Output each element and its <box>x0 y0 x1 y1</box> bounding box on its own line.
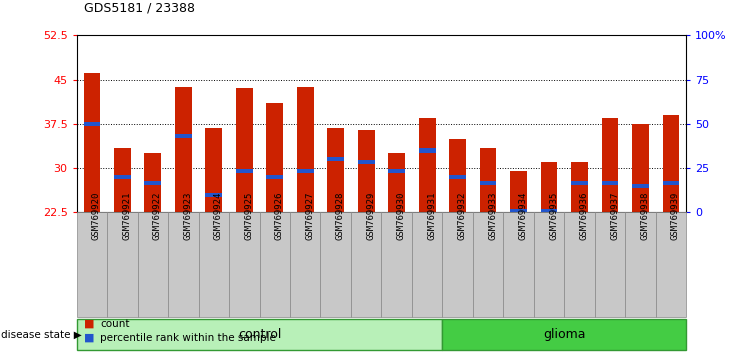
Bar <box>83 73 100 212</box>
Bar <box>175 87 192 212</box>
Bar <box>351 212 381 317</box>
Bar <box>388 169 405 173</box>
Text: GDS5181 / 23388: GDS5181 / 23388 <box>84 1 195 14</box>
Bar <box>480 148 496 212</box>
Bar <box>571 181 588 185</box>
Text: GSM769933: GSM769933 <box>488 192 497 240</box>
Bar <box>571 162 588 212</box>
Bar <box>137 212 168 317</box>
Bar <box>175 133 192 138</box>
Bar <box>449 139 466 212</box>
Bar <box>503 212 534 317</box>
Bar <box>510 171 527 212</box>
Bar <box>145 153 161 212</box>
Bar <box>114 148 131 212</box>
Bar <box>663 181 680 185</box>
Bar <box>625 212 656 317</box>
Bar <box>358 160 374 164</box>
Bar <box>297 87 314 212</box>
Bar <box>419 148 436 153</box>
Text: GSM769922: GSM769922 <box>153 192 162 240</box>
Bar <box>442 319 686 350</box>
Text: GSM769923: GSM769923 <box>183 192 192 240</box>
Bar <box>205 128 222 212</box>
Bar <box>602 181 618 185</box>
Bar <box>83 122 100 126</box>
Text: ■: ■ <box>84 319 94 329</box>
Bar <box>260 212 290 317</box>
Bar <box>266 103 283 212</box>
Text: GSM769938: GSM769938 <box>640 192 650 240</box>
Text: GSM769937: GSM769937 <box>610 192 619 240</box>
Bar <box>358 130 374 212</box>
Text: GSM769934: GSM769934 <box>518 192 528 240</box>
Bar <box>602 118 618 212</box>
Bar <box>632 184 649 188</box>
Bar <box>595 212 625 317</box>
Bar <box>473 212 504 317</box>
Bar <box>510 209 527 213</box>
Bar <box>77 319 442 350</box>
Bar <box>297 169 314 173</box>
Bar <box>145 181 161 185</box>
Bar <box>534 212 564 317</box>
Text: GSM769928: GSM769928 <box>336 192 345 240</box>
Bar <box>236 169 253 173</box>
Bar <box>412 212 442 317</box>
Bar <box>632 124 649 212</box>
Text: GSM769935: GSM769935 <box>549 192 558 240</box>
Text: GSM769920: GSM769920 <box>92 192 101 240</box>
Bar <box>663 115 680 212</box>
Bar <box>449 175 466 179</box>
Text: ■: ■ <box>84 333 94 343</box>
Bar <box>656 212 686 317</box>
Bar <box>266 175 283 179</box>
Bar <box>564 212 595 317</box>
Text: count: count <box>100 319 129 329</box>
Bar <box>388 153 405 212</box>
Text: GSM769925: GSM769925 <box>245 192 253 240</box>
Text: GSM769930: GSM769930 <box>396 192 406 240</box>
Bar <box>320 212 351 317</box>
Bar <box>236 88 253 212</box>
Text: control: control <box>238 328 281 341</box>
Bar <box>205 193 222 197</box>
Bar <box>114 175 131 179</box>
Bar <box>541 209 558 213</box>
Bar <box>541 162 558 212</box>
Bar <box>199 212 229 317</box>
Bar <box>77 212 107 317</box>
Bar <box>327 157 344 161</box>
Text: GSM769929: GSM769929 <box>366 192 375 240</box>
Text: GSM769931: GSM769931 <box>427 192 436 240</box>
Bar <box>419 118 436 212</box>
Text: GSM769926: GSM769926 <box>274 192 284 240</box>
Bar <box>442 212 473 317</box>
Text: GSM769927: GSM769927 <box>305 192 314 240</box>
Text: glioma: glioma <box>543 328 585 341</box>
Text: GSM769921: GSM769921 <box>123 192 131 240</box>
Bar <box>381 212 412 317</box>
Bar <box>168 212 199 317</box>
Bar <box>107 212 137 317</box>
Bar <box>229 212 260 317</box>
Text: GSM769932: GSM769932 <box>458 192 466 240</box>
Text: GSM769924: GSM769924 <box>214 192 223 240</box>
Bar <box>480 181 496 185</box>
Text: disease state ▶: disease state ▶ <box>1 330 82 339</box>
Bar <box>290 212 320 317</box>
Text: GSM769939: GSM769939 <box>671 192 680 240</box>
Text: GSM769936: GSM769936 <box>580 192 588 240</box>
Text: percentile rank within the sample: percentile rank within the sample <box>100 333 276 343</box>
Bar <box>327 128 344 212</box>
